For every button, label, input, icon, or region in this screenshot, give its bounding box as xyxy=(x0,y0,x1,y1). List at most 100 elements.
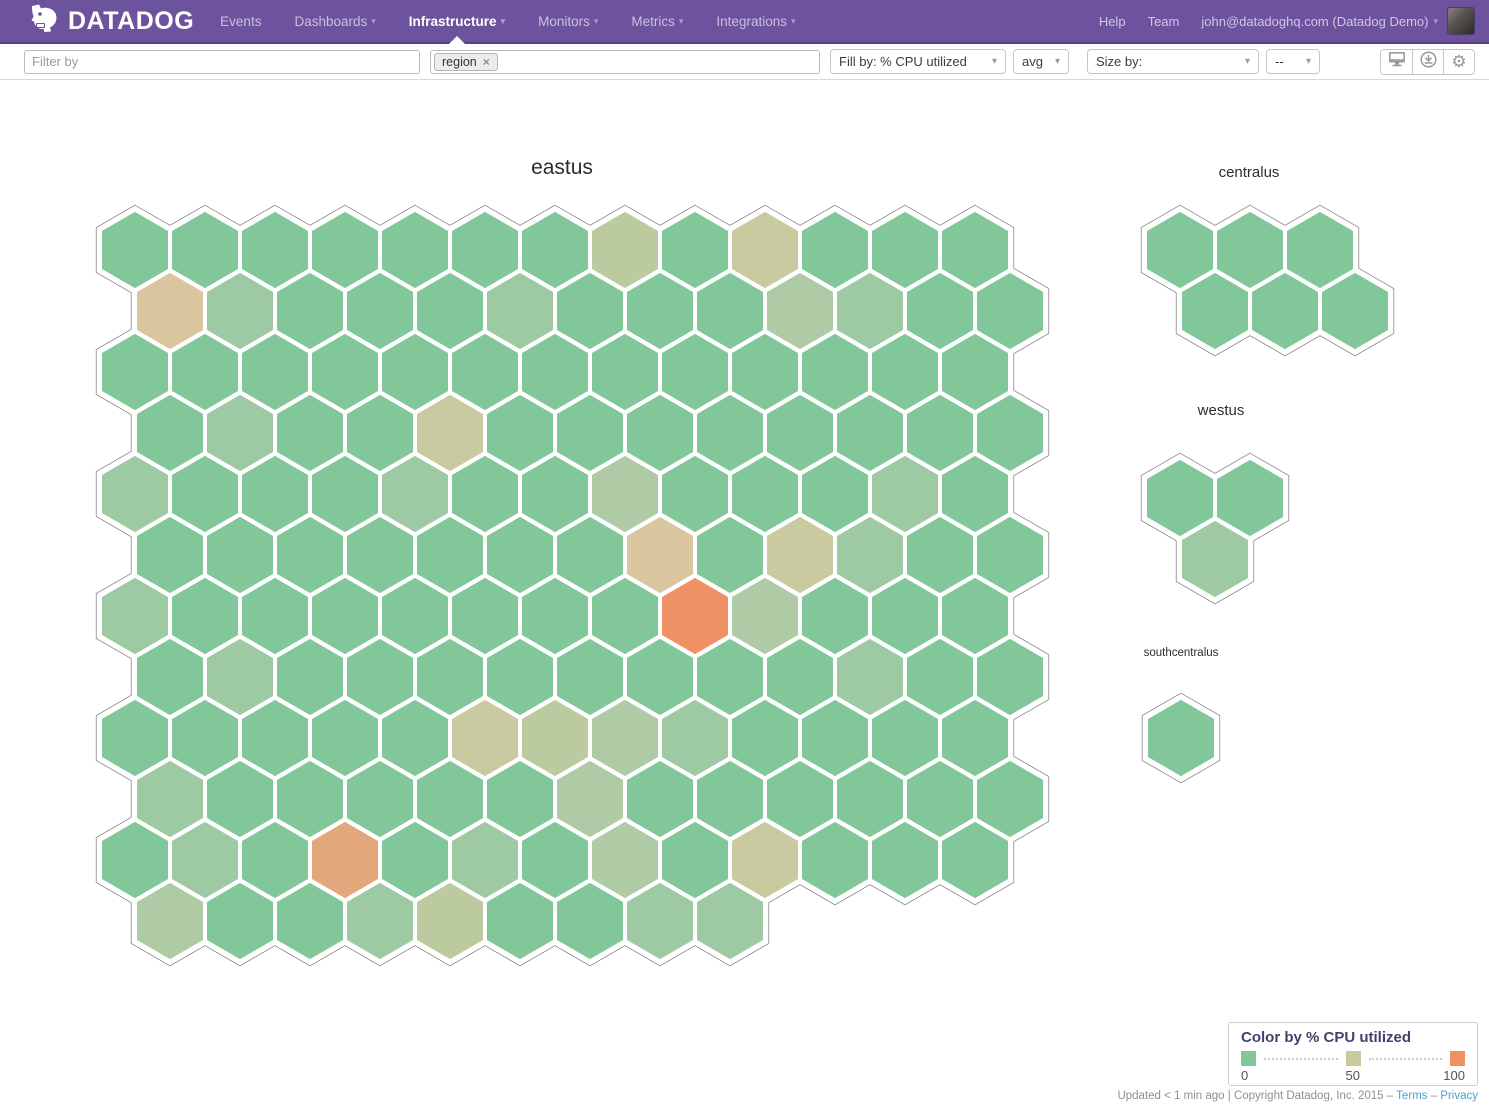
host-hexagon[interactable] xyxy=(347,516,413,594)
host-hexagon[interactable] xyxy=(452,821,518,899)
host-hexagon[interactable] xyxy=(452,333,518,411)
datadog-logo[interactable]: DATADOG xyxy=(28,4,194,39)
host-hexagon[interactable] xyxy=(837,394,903,472)
host-hexagon[interactable] xyxy=(732,821,798,899)
host-hexagon[interactable] xyxy=(837,638,903,716)
host-hexagon[interactable] xyxy=(347,760,413,838)
host-hexagon[interactable] xyxy=(627,394,693,472)
host-hexagon[interactable] xyxy=(697,760,763,838)
host-hexagon[interactable] xyxy=(767,638,833,716)
host-hexagon[interactable] xyxy=(207,272,273,350)
nav-item-metrics[interactable]: Metrics ▾ xyxy=(631,13,684,29)
host-hexagon[interactable] xyxy=(907,516,973,594)
host-hexagon[interactable] xyxy=(1147,211,1213,289)
host-hexagon[interactable] xyxy=(312,577,378,655)
group-by-tag-region[interactable]: region × xyxy=(434,52,498,71)
host-hexagon[interactable] xyxy=(522,577,588,655)
host-hexagon[interactable] xyxy=(557,394,623,472)
host-hexagon[interactable] xyxy=(487,638,553,716)
nav-item-infrastructure[interactable]: Infrastructure ▾ xyxy=(409,0,505,42)
host-hexagon[interactable] xyxy=(767,760,833,838)
host-hexagon[interactable] xyxy=(767,394,833,472)
host-hexagon[interactable] xyxy=(172,211,238,289)
host-hexagon[interactable] xyxy=(347,882,413,960)
host-hexagon[interactable] xyxy=(312,699,378,777)
account-menu[interactable]: john@datadoghq.com (Datadog Demo) ▾ xyxy=(1201,7,1475,35)
host-hexagon[interactable] xyxy=(242,577,308,655)
host-hexagon[interactable] xyxy=(942,699,1008,777)
host-hexagon[interactable] xyxy=(137,516,203,594)
host-hexagon[interactable] xyxy=(942,333,1008,411)
host-hexagon[interactable] xyxy=(522,699,588,777)
host-hexagon[interactable] xyxy=(1322,272,1388,350)
host-hexagon[interactable] xyxy=(452,699,518,777)
host-hexagon[interactable] xyxy=(207,638,273,716)
host-hexagon[interactable] xyxy=(1182,520,1248,598)
host-hexagon[interactable] xyxy=(627,760,693,838)
host-hexagon[interactable] xyxy=(977,516,1043,594)
host-hexagon[interactable] xyxy=(1287,211,1353,289)
host-hexagon[interactable] xyxy=(417,394,483,472)
host-hexagon[interactable] xyxy=(732,333,798,411)
host-hexagon[interactable] xyxy=(977,760,1043,838)
host-hexagon[interactable] xyxy=(312,211,378,289)
host-hexagon[interactable] xyxy=(662,821,728,899)
host-hexagon[interactable] xyxy=(347,272,413,350)
terms-link[interactable]: Terms xyxy=(1396,1090,1428,1102)
host-hexagon[interactable] xyxy=(277,882,343,960)
host-hexagon[interactable] xyxy=(557,516,623,594)
host-hexagon[interactable] xyxy=(242,333,308,411)
host-hexagon[interactable] xyxy=(102,699,168,777)
host-hexagon[interactable] xyxy=(452,455,518,533)
host-hexagon[interactable] xyxy=(312,455,378,533)
host-hexagon[interactable] xyxy=(312,333,378,411)
host-hexagon[interactable] xyxy=(417,882,483,960)
host-hexagon[interactable] xyxy=(767,516,833,594)
host-hexagon[interactable] xyxy=(382,577,448,655)
host-hexagon[interactable] xyxy=(172,699,238,777)
nav-item-monitors[interactable]: Monitors ▾ xyxy=(538,13,599,29)
host-hexagon[interactable] xyxy=(697,394,763,472)
host-hexagon[interactable] xyxy=(522,333,588,411)
host-hexagon[interactable] xyxy=(802,821,868,899)
host-hexagon[interactable] xyxy=(872,577,938,655)
host-hexagon[interactable] xyxy=(487,272,553,350)
host-hexagon[interactable] xyxy=(802,577,868,655)
host-hexagon[interactable] xyxy=(732,699,798,777)
host-hexagon[interactable] xyxy=(207,882,273,960)
host-hexagon[interactable] xyxy=(977,272,1043,350)
host-hexagon[interactable] xyxy=(522,211,588,289)
host-hexagon[interactable] xyxy=(872,821,938,899)
host-hexagon[interactable] xyxy=(382,211,448,289)
host-hexagon[interactable] xyxy=(382,333,448,411)
host-hexagon[interactable] xyxy=(837,272,903,350)
avatar[interactable] xyxy=(1447,7,1475,35)
fill-by-select[interactable]: Fill by: % CPU utilized ▾ xyxy=(830,49,1006,74)
host-hexagon[interactable] xyxy=(172,577,238,655)
host-hexagon[interactable] xyxy=(277,516,343,594)
host-hexagon[interactable] xyxy=(312,821,378,899)
host-hexagon[interactable] xyxy=(802,699,868,777)
host-hexagon[interactable] xyxy=(802,333,868,411)
size-by-select[interactable]: Size by: ▾ xyxy=(1087,49,1259,74)
host-hexagon[interactable] xyxy=(242,211,308,289)
host-hexagon[interactable] xyxy=(347,638,413,716)
host-hexagon[interactable] xyxy=(1252,272,1318,350)
help-link[interactable]: Help xyxy=(1098,13,1126,29)
host-hexagon[interactable] xyxy=(942,577,1008,655)
host-hexagon[interactable] xyxy=(662,455,728,533)
host-hexagon[interactable] xyxy=(102,333,168,411)
host-hexagon[interactable] xyxy=(872,211,938,289)
host-hexagon[interactable] xyxy=(242,699,308,777)
host-hexagon[interactable] xyxy=(137,638,203,716)
aggregation-select[interactable]: avg ▾ xyxy=(1013,49,1069,74)
host-hexagon[interactable] xyxy=(487,516,553,594)
host-hexagon[interactable] xyxy=(382,821,448,899)
host-hexagon[interactable] xyxy=(662,577,728,655)
host-hexagon[interactable] xyxy=(172,333,238,411)
host-hexagon[interactable] xyxy=(627,516,693,594)
host-hexagon[interactable] xyxy=(697,272,763,350)
filter-input[interactable] xyxy=(24,49,420,74)
privacy-link[interactable]: Privacy xyxy=(1440,1090,1478,1102)
host-hexagon[interactable] xyxy=(767,272,833,350)
